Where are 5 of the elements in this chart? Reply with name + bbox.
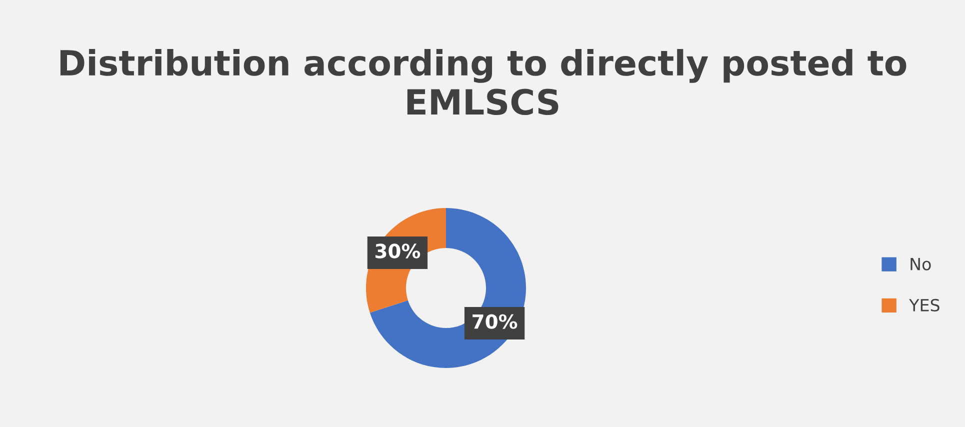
legend-label: YES: [909, 298, 940, 312]
data-label: 30%: [375, 244, 420, 258]
legend-label: No: [910, 258, 931, 270]
data-label: 70%: [472, 314, 518, 329]
chart-title: Distribution according to directly posted to EMLSCS: [60, 49, 906, 116]
